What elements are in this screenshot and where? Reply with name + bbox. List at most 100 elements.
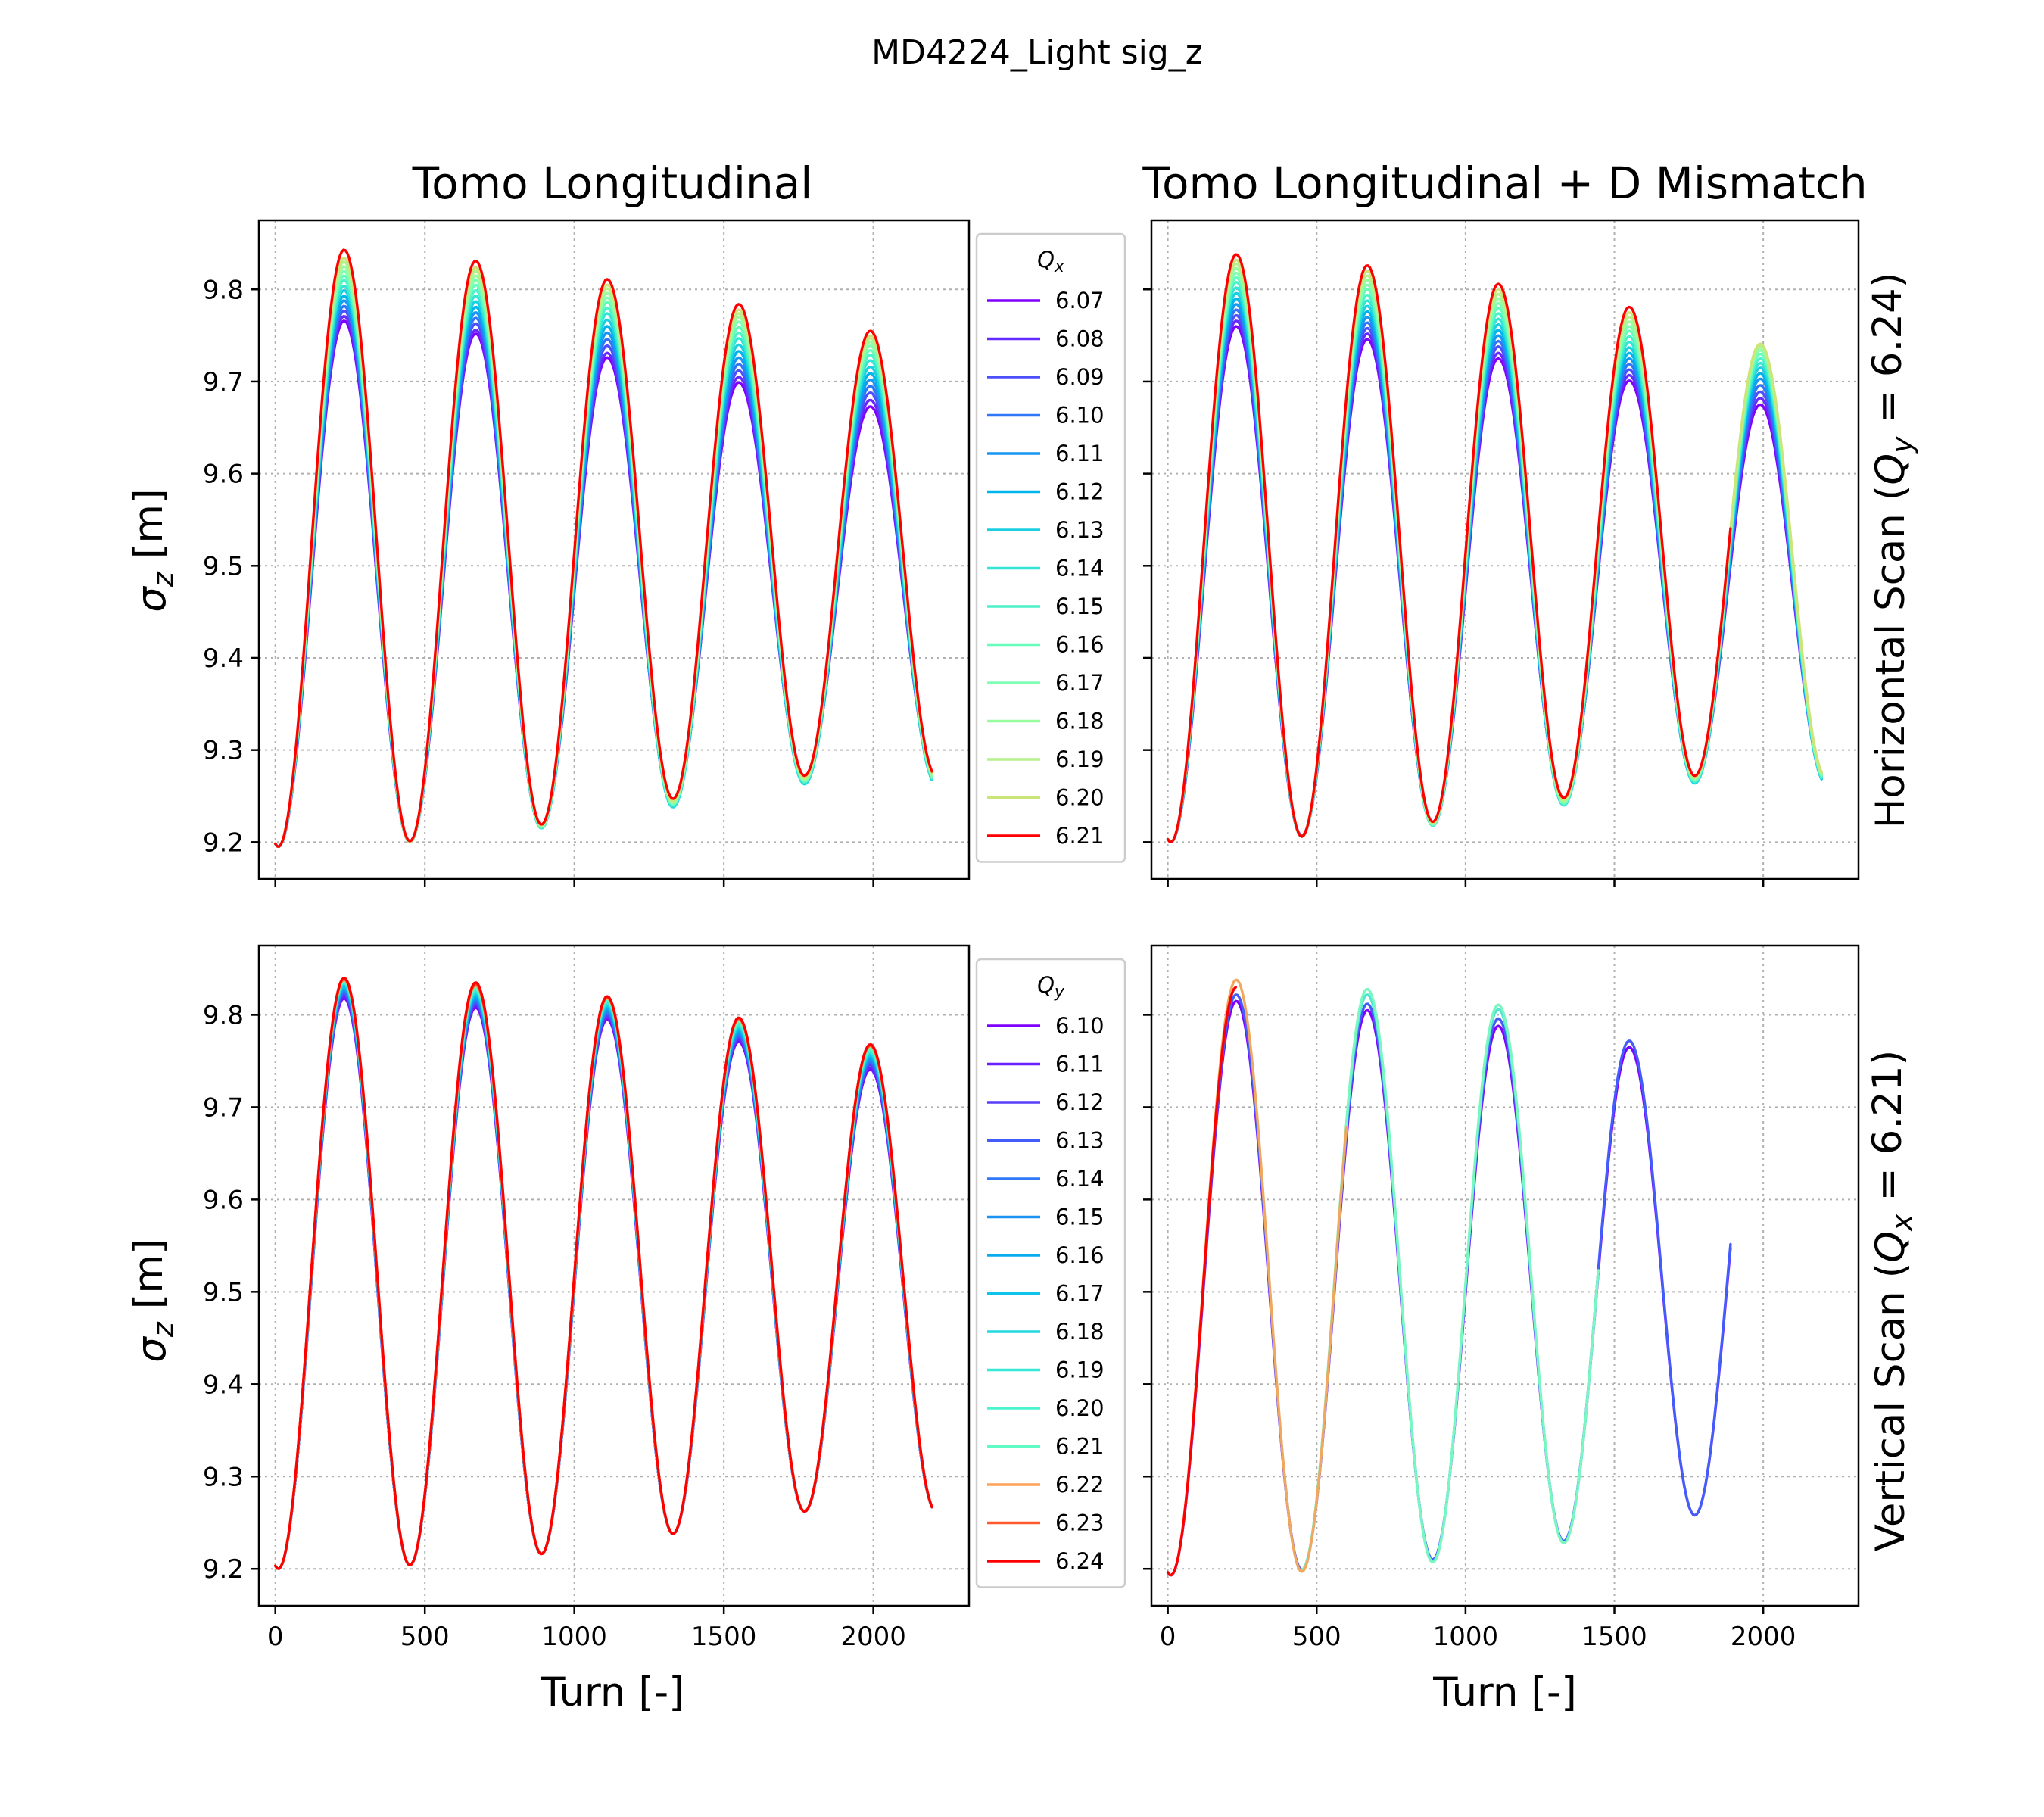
panel-vertical-tomo: 9.2 9.3 9.4 9.5 9.6 9.7 9.8 0 500 1000 1500 2000: [203, 944, 971, 1652]
x-axis-label-right: Turn [-]: [1432, 1669, 1577, 1716]
series-line-6.21: [274, 979, 933, 1570]
panel-horizontal-tomo: 9.2 9.3 9.4 9.5 9.6 9.7 9.8: [203, 219, 971, 887]
series-line-6.21: [1166, 253, 1732, 843]
legend-label-6.09: 6.09: [1055, 364, 1105, 390]
series-line-6.15: [274, 987, 933, 1570]
x-tick-label: 2000: [840, 1622, 906, 1652]
series-line-6.07: [1166, 325, 1823, 843]
series-line-6.09: [274, 309, 933, 848]
legend-label-6.22: 6.22: [1055, 1472, 1105, 1498]
legend-label-6.10: 6.10: [1055, 1013, 1105, 1039]
legend-title: Qx: [1037, 247, 1065, 276]
legend-label-6.16: 6.16: [1055, 632, 1105, 658]
series-line-6.10: [274, 304, 933, 848]
y-tick-label: 9.3: [203, 1462, 244, 1492]
legend-label-6.20: 6.20: [1055, 1395, 1105, 1421]
series-line-6.13: [274, 288, 933, 848]
y-axis-label-bottom: σz [m]: [126, 1239, 180, 1362]
y-tick-label: 9.8: [203, 1000, 244, 1030]
legend-label-6.23: 6.23: [1055, 1510, 1105, 1536]
y-tick-label: 9.7: [203, 367, 244, 397]
y-tick-label: 9.4: [203, 644, 244, 674]
series-line-6.12: [274, 295, 933, 848]
y-axis-label-top: σz [m]: [126, 488, 180, 612]
series-line-6.11: [1166, 303, 1823, 843]
legend-label-6.15: 6.15: [1055, 1205, 1105, 1230]
series-line-6.14: [1166, 286, 1823, 843]
legend-label-6.11: 6.11: [1055, 1052, 1105, 1077]
series-line-6.14: [274, 990, 933, 1570]
legend-label-6.14: 6.14: [1055, 1166, 1105, 1192]
legend-title: Qy: [1037, 972, 1065, 1002]
x-tick-label: 1500: [691, 1622, 757, 1652]
legend-label-6.15: 6.15: [1055, 594, 1105, 619]
series-line-6.17: [274, 985, 933, 1570]
series-line-6.15: [274, 279, 933, 848]
series-line-6.14: [274, 284, 933, 848]
y-tick-label: 9.4: [203, 1370, 244, 1400]
series-line-6.09: [1166, 313, 1823, 843]
series-line-6.13: [1166, 291, 1823, 843]
legend-label-6.07: 6.07: [1055, 288, 1105, 313]
series-line-6.13: [274, 991, 933, 1570]
axes-frame: [1150, 219, 1860, 880]
legend-vertical-tomo: Qy 6.10 6.11 6.12 6.13 6.14 6.15 6.16 6.17 6.18 6.…: [975, 958, 1126, 1588]
legend-label-6.14: 6.14: [1055, 556, 1105, 581]
y-tick-label: 9.6: [203, 460, 244, 490]
series-line-6.23: [274, 977, 933, 1570]
legend-label-6.20: 6.20: [1055, 785, 1105, 811]
legend-label-6.17: 6.17: [1055, 1281, 1105, 1307]
legend-label-6.13: 6.13: [1055, 517, 1105, 543]
axes-frame: [257, 219, 971, 880]
legend-label-6.10: 6.10: [1055, 403, 1105, 429]
legend-label-6.12: 6.12: [1055, 479, 1105, 505]
series-line-6.10: [1166, 308, 1823, 843]
legend-box: [975, 958, 1126, 1588]
series-line-6.16: [274, 986, 933, 1570]
series-line-6.22: [274, 978, 933, 1570]
legend-box: [975, 232, 1126, 863]
x-tick-label: 1500: [1581, 1622, 1647, 1652]
axes-frame: [1150, 944, 1860, 1607]
legend-label-6.24: 6.24: [1055, 1548, 1105, 1574]
series-line-6.12: [274, 993, 933, 1570]
series-line-6.20: [274, 980, 933, 1570]
series-line-6.15: [1166, 281, 1823, 843]
x-tick-label: 0: [1160, 1622, 1176, 1652]
x-axis-label-left: Turn [-]: [540, 1669, 684, 1716]
legend-label-6.13: 6.13: [1055, 1128, 1105, 1154]
series-line-6.19: [274, 981, 933, 1570]
series-line-6.18: [274, 983, 933, 1570]
series-line-6.10: [274, 997, 933, 1570]
x-tick-label: 500: [400, 1622, 450, 1652]
column-title-left: Tomo Longitudinal: [412, 157, 813, 209]
row-label-top: Horizontal Scan (Qy = 6.24): [1865, 273, 1919, 829]
y-tick-label: 9.6: [203, 1185, 244, 1215]
legend-label-6.17: 6.17: [1055, 670, 1105, 696]
y-tick-label: 9.5: [203, 551, 244, 581]
x-tick-label: 1000: [541, 1622, 607, 1652]
y-tick-label: 9.2: [203, 1554, 244, 1585]
x-tick-label: 500: [1292, 1622, 1341, 1652]
y-tick-label: 9.5: [203, 1277, 244, 1307]
series-line-6.21: [274, 248, 933, 848]
panel-vertical-mismatch: 0 500 1000 1500 2000: [1143, 944, 1860, 1652]
suptitle: MD4224_Light sig_z: [871, 33, 1203, 72]
x-tick-label: 1000: [1433, 1622, 1499, 1652]
axes-frame: [257, 944, 971, 1607]
legend-label-6.12: 6.12: [1055, 1089, 1105, 1115]
legend-label-6.21: 6.21: [1055, 823, 1105, 849]
row-label-bottom: Vertical Scan (Qx = 6.21): [1865, 1050, 1919, 1552]
series-line-6.24: [274, 977, 933, 1570]
series-line-6.08: [1166, 319, 1823, 843]
series-line-6.17: [1300, 987, 1600, 1572]
x-tick-label: 2000: [1731, 1622, 1796, 1652]
legend-label-6.19: 6.19: [1055, 1357, 1105, 1383]
series-line-6.21: [1166, 978, 1348, 1577]
legend-label-6.18: 6.18: [1055, 709, 1105, 734]
x-tick-label: 0: [267, 1622, 284, 1652]
y-tick-label: 9.8: [203, 275, 244, 305]
legend-label-6.19: 6.19: [1055, 746, 1105, 772]
series-line-6.11: [274, 995, 933, 1570]
